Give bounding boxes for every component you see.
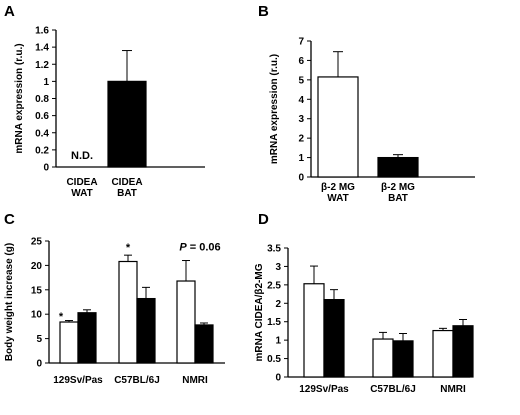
x-category-label: 129Sv/Pas [53, 375, 103, 386]
y-tick-label: 5 [36, 334, 42, 345]
y-tick-label: 20 [31, 261, 43, 272]
bar [392, 340, 414, 378]
bar [452, 325, 474, 378]
y-axis-label: Body weight increase (g) [4, 243, 15, 361]
x-category-label: CIDEA BAT [111, 177, 142, 199]
y-tick-label: 0 [36, 359, 42, 370]
y-axis-label: mRNA expression (r.u.) [269, 54, 280, 164]
p-value-annotation: P = 0.06 [179, 242, 220, 254]
y-tick-label: 1.5 [267, 317, 281, 328]
bar [136, 297, 156, 364]
y-tick-label: 2 [275, 299, 281, 310]
panel-letter-d: D [258, 211, 269, 228]
y-tick-label: 0 [298, 173, 304, 184]
x-category-label: NMRI [182, 375, 208, 386]
bar [118, 260, 138, 364]
y-tick-label: 0 [275, 373, 281, 384]
y-tick-label: 4 [298, 95, 304, 106]
y-tick-label: 7 [298, 37, 304, 48]
bar [323, 299, 345, 378]
significance-star: * [59, 311, 64, 323]
panel-letter-c: C [4, 211, 15, 228]
y-tick-label: 15 [31, 285, 43, 296]
bar [432, 329, 454, 378]
chart-b-b2mg-expression: 0 1 2 3 4 5 6 7 mRNA expression (r.u.) β-2 MG WAT β… [269, 37, 475, 204]
bar [372, 338, 394, 378]
y-tick-label: 2.5 [267, 280, 281, 291]
y-tick-label: 0.4 [35, 128, 49, 139]
x-category-label: β-2 MG WAT [321, 182, 355, 204]
x-category-label: CIDEA WAT [66, 177, 97, 199]
y-tick-label: 1 [298, 153, 304, 164]
y-tick-label: 5 [298, 75, 304, 86]
y-tick-label: 25 [31, 237, 43, 248]
bar [194, 324, 214, 364]
panel-letter-b: B [258, 3, 269, 20]
significance-star: * [126, 242, 131, 254]
x-category-label: C57BL/6J [370, 384, 416, 395]
bar [107, 80, 147, 168]
bar [59, 321, 79, 364]
y-tick-label: 1 [275, 336, 281, 347]
y-tick-label: 3 [298, 114, 304, 125]
bar [77, 312, 97, 364]
bar [317, 76, 359, 178]
bar [303, 283, 325, 378]
bar [377, 156, 419, 178]
y-tick-label: 0.5 [267, 354, 281, 365]
annotation-not-detected: N.D. [71, 150, 93, 162]
y-tick-label: 0 [43, 163, 49, 174]
panel-letter-a: A [4, 3, 15, 20]
y-tick-label: 1.6 [35, 26, 49, 37]
y-axis-label: mRNA CIDEA/β2-MG [254, 263, 265, 361]
y-tick-label: 3.5 [267, 244, 281, 255]
y-tick-label: 1 [43, 77, 49, 88]
chart-c-body-weight-increase: 0 5 10 15 20 25 Body weight increase (g) 129Sv/… [4, 237, 225, 386]
y-tick-label: 10 [31, 310, 43, 321]
y-tick-label: 2 [298, 134, 304, 145]
x-category-label: 129Sv/Pas [299, 384, 349, 395]
y-axis-label: mRNA expression (r.u.) [14, 43, 25, 153]
y-tick-label: 1.4 [35, 43, 49, 54]
y-tick-label: 0.6 [35, 111, 49, 122]
x-category-label: C57BL/6J [114, 375, 160, 386]
x-category-label: NMRI [440, 384, 466, 395]
x-category-label: β-2 MG BAT [381, 182, 415, 204]
chart-a-cidea-expression: 0 0.2 0.4 0.6 0.8 1 1.2 1.4 1.6 mRNA expression (… [14, 26, 205, 199]
bar [176, 280, 196, 364]
y-tick-label: 0.2 [35, 145, 49, 156]
y-tick-label: 6 [298, 56, 304, 67]
y-tick-label: 0.8 [35, 94, 49, 105]
y-tick-label: 3 [275, 262, 281, 273]
y-tick-label: 1.2 [35, 60, 49, 71]
